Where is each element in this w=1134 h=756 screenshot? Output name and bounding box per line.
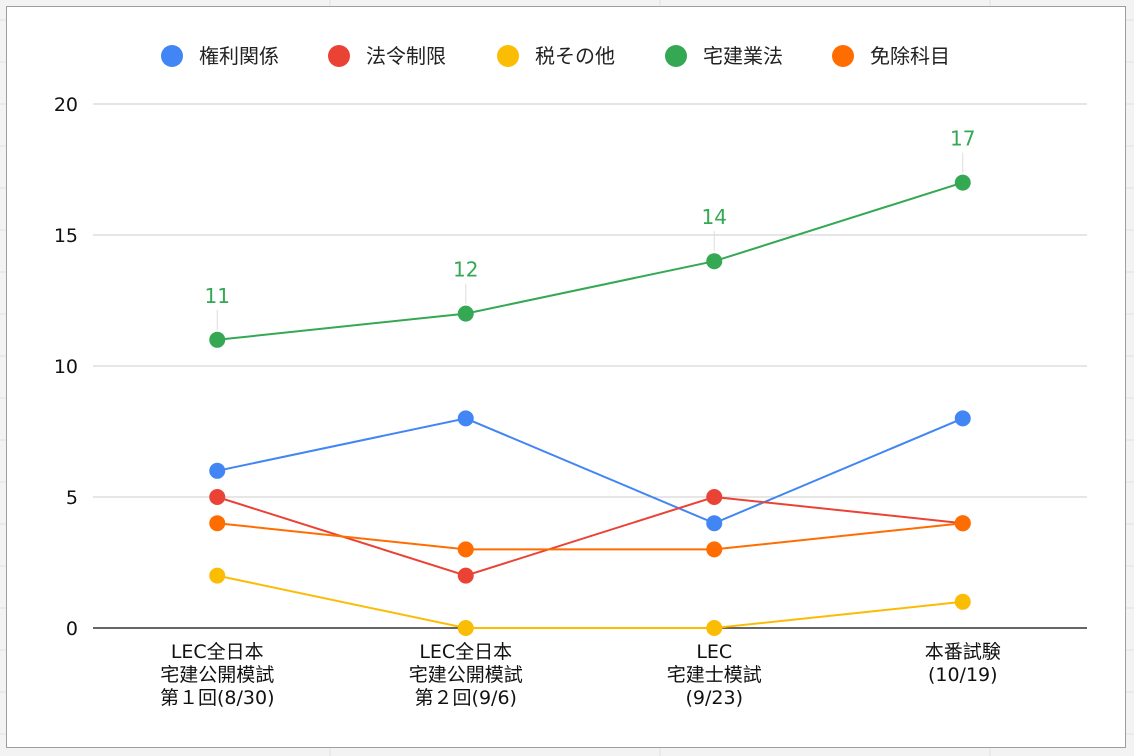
legend-label: 宅建業法 — [703, 44, 783, 68]
data-label: 17 — [950, 127, 975, 151]
x-category-label: LEC 宅建士模試(9/23) — [667, 641, 762, 709]
data-point[interactable] — [457, 305, 474, 322]
x-category-label: LEC全日本宅建公開模試第１回(8/30) — [160, 641, 275, 709]
data-point[interactable] — [706, 515, 723, 532]
y-tick-label: 5 — [66, 487, 78, 509]
legend-marker — [665, 45, 687, 67]
data-point[interactable] — [209, 331, 226, 348]
data-point[interactable] — [706, 489, 723, 505]
data-point[interactable] — [209, 489, 226, 505]
data-point[interactable] — [457, 541, 474, 558]
y-tick-label: 20 — [54, 94, 78, 116]
y-tick-label: 10 — [54, 356, 78, 378]
data-point[interactable] — [706, 620, 723, 636]
data-point[interactable] — [706, 253, 723, 270]
series-line — [216, 495, 963, 577]
legend-marker — [497, 45, 519, 67]
legend-marker — [161, 45, 183, 67]
legend-label: 免除科目 — [870, 44, 950, 68]
series-宅建業法: 11 12 14 17 — [205, 127, 975, 348]
x-category-label: 本番試験(10/19) — [925, 641, 1001, 686]
data-point[interactable] — [954, 174, 971, 191]
data-point[interactable] — [457, 620, 474, 636]
legend-marker — [328, 45, 350, 67]
x-category-label: LEC全日本宅建公開模試第２回(9/6) — [409, 641, 523, 709]
series-line — [217, 574, 963, 629]
data-point[interactable] — [954, 515, 971, 532]
data-point[interactable] — [457, 410, 474, 427]
legend-item[interactable]: 免除科目 — [832, 44, 950, 68]
series-line — [217, 181, 964, 341]
data-point[interactable] — [209, 567, 226, 584]
data-label: 11 — [205, 284, 230, 308]
x-axis-categories: LEC全日本宅建公開模試第１回(8/30) LEC全日本宅建公開模試第２回(9/6… — [160, 641, 1001, 709]
series-法令制限 — [209, 489, 971, 584]
y-axis-ticks: 0 5 10 15 20 — [54, 94, 78, 640]
chart-card[interactable] — [6, 6, 1126, 748]
series-lines: 11 12 14 17 — [205, 127, 975, 636]
y-tick-label: 15 — [54, 225, 78, 247]
legend-item[interactable]: 宅建業法 — [665, 44, 783, 68]
data-point[interactable] — [209, 462, 226, 479]
series-line — [217, 522, 963, 551]
gridlines — [93, 103, 1087, 629]
y-tick-label: 0 — [66, 618, 78, 640]
series-免除科目 — [209, 515, 971, 558]
legend-marker — [832, 45, 854, 67]
legend-item[interactable]: 法令制限 — [328, 44, 446, 68]
data-point[interactable] — [954, 410, 971, 427]
data-point[interactable] — [954, 593, 971, 610]
legend-item[interactable]: 権利関係 — [161, 44, 279, 68]
data-point[interactable] — [457, 567, 474, 584]
data-label: 12 — [453, 258, 478, 282]
legend-label: 税その他 — [535, 44, 615, 68]
data-point[interactable] — [706, 541, 723, 558]
legend-label: 権利関係 — [199, 44, 279, 68]
series-権利関係 — [209, 410, 971, 532]
legend: 権利関係 法令制限 税その他 宅建業法 免除科目 — [161, 44, 950, 68]
series-line — [217, 417, 964, 525]
legend-item[interactable]: 税その他 — [497, 44, 615, 68]
data-point[interactable] — [209, 515, 226, 532]
legend-label: 法令制限 — [366, 44, 446, 68]
data-label: 14 — [702, 205, 727, 229]
series-税その他 — [209, 567, 971, 636]
